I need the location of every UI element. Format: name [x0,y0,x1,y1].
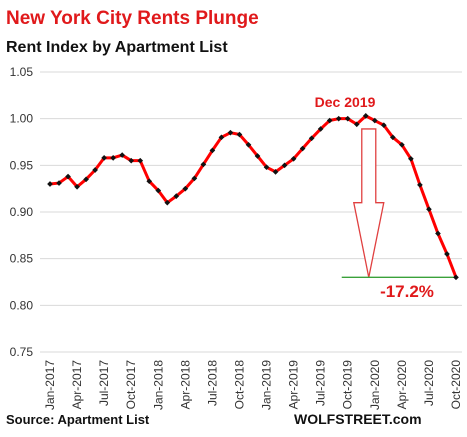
data-point [128,157,135,164]
rent-index-series [47,113,459,281]
data-point [390,134,396,141]
data-point [444,251,450,257]
grid-lines [40,71,462,353]
data-point [317,126,324,132]
x-tick-label: Jan-2017 [43,360,57,410]
data-point [119,152,126,158]
decline-arrow [352,128,385,278]
y-tick-label: 0.90 [10,205,34,219]
data-point [218,134,225,141]
data-point [47,181,53,187]
data-point [426,206,432,213]
data-point [408,155,414,162]
data-point [236,131,243,138]
x-tick-label: Jul-2017 [97,360,111,406]
x-tick-label: Jul-2020 [422,360,436,406]
data-point [110,155,116,161]
x-tick-label: Apr-2019 [287,360,301,410]
y-tick-label: 1.00 [10,112,34,126]
x-tick-label: Oct-2020 [449,360,463,410]
data-point [209,147,216,154]
data-point [353,121,360,128]
data-point [101,155,107,161]
data-point [137,157,144,164]
x-tick-label: Jan-2020 [368,360,382,410]
y-tick-label: 0.80 [10,298,34,312]
data-point [155,187,162,194]
chart-subtitle: Rent Index by Apartment List [6,39,228,56]
chart-title: New York City Rents Plunge [6,8,259,29]
x-tick-label: Apr-2020 [395,360,409,410]
peak-annotation-label: Dec 2019 [315,94,376,110]
data-point [435,230,441,237]
x-tick-label: Jul-2019 [314,360,328,406]
x-tick-label: Jul-2018 [205,360,219,406]
data-point [308,135,315,142]
decline-annotation [341,128,456,278]
data-point [200,161,207,168]
data-point [245,141,252,148]
data-point [182,185,189,192]
data-point [164,199,171,206]
y-axis-tick-labels: 0.75 0.80 0.85 0.90 0.95 1.00 1.05 [10,65,34,359]
data-point [173,193,180,199]
data-point [380,122,387,129]
series-line [49,114,458,278]
x-tick-label: Oct-2019 [341,360,355,410]
data-point [344,115,351,122]
data-point [74,183,80,190]
data-point [290,155,297,162]
x-tick-label: Oct-2017 [124,360,138,410]
x-tick-label: Jan-2018 [151,360,165,410]
data-point [417,182,423,188]
x-tick-label: Jan-2019 [260,360,274,410]
data-point [299,145,306,152]
data-point [83,176,89,183]
source-label: Source: Apartment List [6,412,150,427]
data-point [326,117,333,124]
data-point [399,141,405,148]
data-point [191,175,198,182]
y-tick-label: 0.75 [10,345,34,359]
data-point [371,117,378,124]
data-point [227,129,234,136]
x-tick-label: Apr-2017 [70,360,84,410]
x-tick-label: Apr-2018 [178,360,192,410]
data-point [335,115,342,122]
data-point [65,173,71,180]
x-tick-label: Oct-2018 [232,360,246,410]
data-point [281,162,288,169]
change-annotation-label: -17.2% [380,282,434,301]
data-point [146,178,153,185]
data-point [453,274,459,281]
data-point [263,164,270,171]
data-point [254,153,261,159]
x-axis-tick-labels: Jan-2017 Apr-2017 Jul-2017 Oct-2017 Jan-2018… [43,360,463,410]
data-point [92,167,98,173]
data-point [272,169,279,175]
data-point [362,113,369,119]
y-tick-label: 0.85 [10,252,34,266]
y-tick-label: 0.95 [10,158,34,172]
y-tick-label: 1.05 [10,65,34,79]
brand-label: WOLFSTREET.com [294,411,422,427]
